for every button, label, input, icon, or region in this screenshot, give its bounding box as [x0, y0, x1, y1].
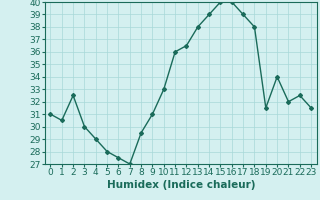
X-axis label: Humidex (Indice chaleur): Humidex (Indice chaleur): [107, 180, 255, 190]
